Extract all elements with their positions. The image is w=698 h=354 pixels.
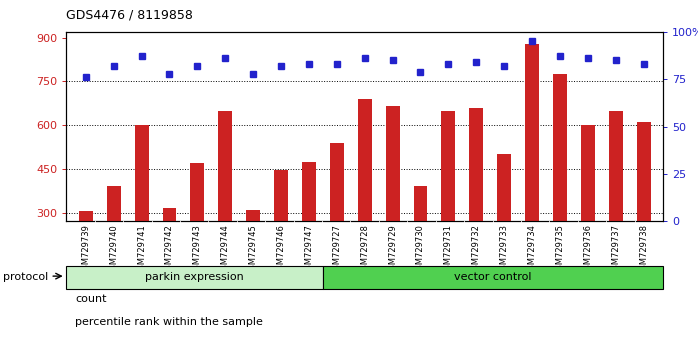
Bar [191,163,205,300]
Bar [302,161,316,300]
Bar [441,110,455,300]
Bar [79,211,93,300]
Bar [413,186,427,300]
Text: parkin expression: parkin expression [145,272,244,282]
Bar [385,106,399,300]
Bar [497,154,511,300]
Bar [246,211,260,300]
Bar [581,125,595,300]
Bar [274,170,288,300]
Bar [637,122,651,300]
Bar [163,208,177,300]
Bar [107,186,121,300]
Text: percentile rank within the sample: percentile rank within the sample [75,317,263,327]
Text: GDS4476 / 8119858: GDS4476 / 8119858 [66,9,193,22]
Bar [358,99,371,300]
Bar [553,74,567,300]
Bar [469,108,483,300]
Bar [525,44,539,300]
Bar [66,266,323,289]
Text: protocol: protocol [3,272,49,282]
Bar [609,110,623,300]
Bar [323,266,663,289]
Text: count: count [75,294,107,304]
Text: vector control: vector control [454,272,532,282]
Bar [330,143,344,300]
Bar [135,125,149,300]
Bar [218,110,232,300]
